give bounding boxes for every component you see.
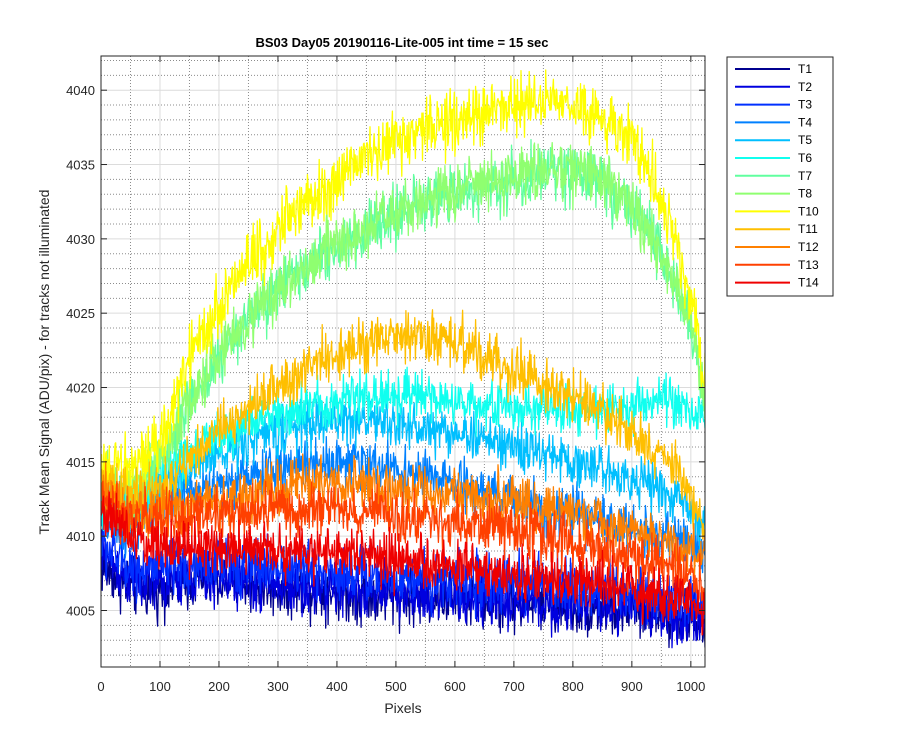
series-line-t13: [101, 480, 705, 604]
legend-label-t14: T14: [798, 276, 819, 290]
x-tick-label: 500: [385, 679, 407, 694]
series-line-t10: [101, 69, 705, 506]
x-tick-label: 400: [326, 679, 348, 694]
x-tick-label: 900: [621, 679, 643, 694]
legend-label-t2: T2: [798, 80, 812, 94]
x-tick-label: 100: [149, 679, 171, 694]
y-tick-label: 4040: [66, 83, 95, 98]
legend-label-t5: T5: [798, 133, 812, 147]
x-tick-label: 1000: [676, 679, 705, 694]
y-tick-label: 4020: [66, 381, 95, 396]
legend: T1 T2 T3 T4 T5 T6 T7 T8 T10 T11 T12 T13 T14: [726, 56, 834, 297]
axes-box: [100, 55, 706, 668]
y-tick-label: 4025: [66, 306, 95, 321]
series-line-t8: [101, 141, 705, 528]
x-axis-label: Pixels: [384, 700, 421, 716]
legend-label-t10: T10: [798, 204, 819, 218]
series-line-t11: [101, 309, 705, 540]
legend-label-t13: T13: [798, 258, 819, 272]
legend-label-t12: T12: [798, 240, 819, 254]
plot-area: 0 100 200 300 400 500 600 700 800 900 1000 4005 401…: [66, 55, 706, 694]
x-tick-label: 600: [444, 679, 466, 694]
y-tick-label: 4015: [66, 455, 95, 470]
y-tick-label: 4010: [66, 529, 95, 544]
legend-label-t4: T4: [798, 115, 812, 129]
legend-label-t7: T7: [798, 169, 812, 183]
x-axis-ticks: 0 100 200 300 400 500 600 700 800 900 1000: [97, 56, 705, 694]
series-line-t14: [101, 491, 705, 636]
series-line-t4: [101, 435, 705, 574]
legend-label-t1: T1: [798, 62, 812, 76]
x-tick-label: 0: [97, 679, 104, 694]
chart-title: BS03 Day05 20190116-Lite-005 int time = …: [255, 35, 548, 50]
x-tick-label: 800: [562, 679, 584, 694]
y-tick-label: 4030: [66, 232, 95, 247]
legend-label-t11: T11: [798, 222, 818, 236]
legend-label-t8: T8: [798, 187, 812, 201]
y-axis-label: Track Mean Signal (ADU/pix) - for tracks…: [36, 190, 52, 535]
legend-label-t6: T6: [798, 151, 812, 165]
x-tick-label: 300: [267, 679, 289, 694]
y-tick-label: 4005: [66, 604, 95, 619]
series-lines: [101, 69, 705, 649]
x-tick-label: 200: [208, 679, 230, 694]
legend-entries: T1 T2 T3 T4 T5 T6 T7 T8 T10 T11 T12 T13 T14: [735, 62, 819, 290]
y-axis-ticks: 4005 4010 4015 4020 4025 4030 4035 4040: [66, 83, 705, 619]
x-tick-label: 700: [503, 679, 525, 694]
y-tick-label: 4035: [66, 158, 95, 173]
series-line-t5: [101, 397, 705, 552]
legend-label-t3: T3: [798, 98, 812, 112]
